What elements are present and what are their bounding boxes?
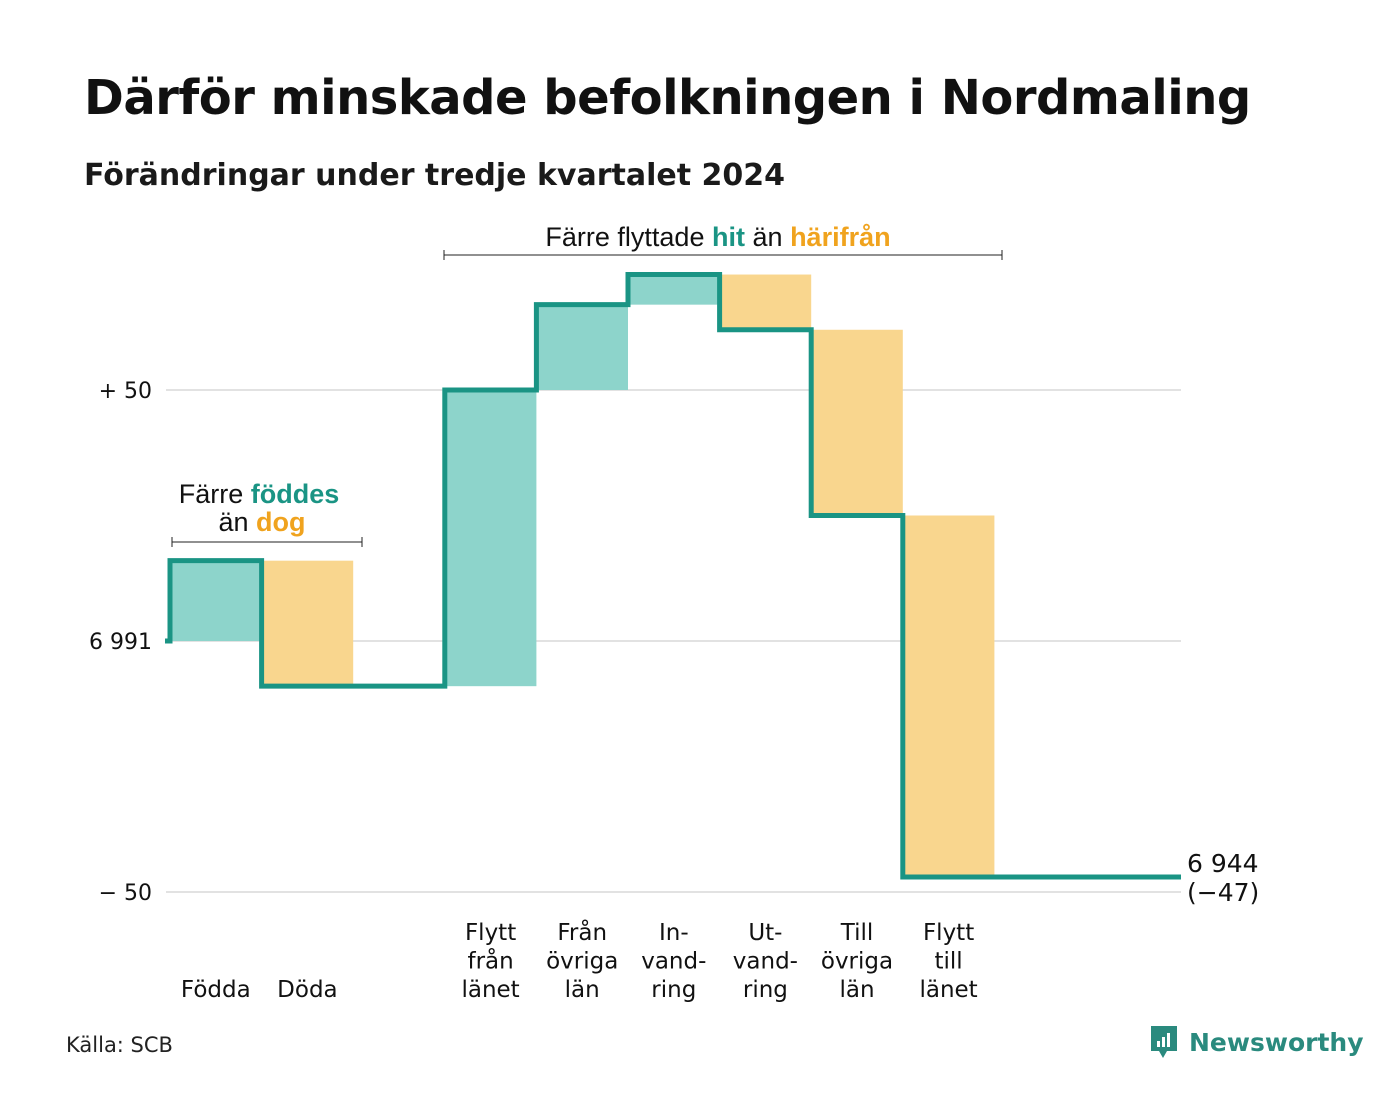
- category-label-0-0: Födda: [181, 977, 251, 1003]
- category-label-7-1: övriga: [821, 949, 893, 975]
- category-label-5-2: ring: [651, 977, 696, 1003]
- annotation-migration-prefix: Färre flyttade: [545, 222, 704, 252]
- category-label-6-2: ring: [743, 977, 788, 1003]
- chart-title: Därför minskade befolkningen i Nordmalin…: [84, 70, 1251, 126]
- brand-logo: Newsworthy: [1149, 1024, 1364, 1060]
- svg-text:än dog: än dog: [218, 507, 305, 537]
- category-labels: Födda DödaFlyttfrånlänetFrånövrigalänIn-v…: [181, 918, 978, 1003]
- category-label-8-0: Flytt: [923, 920, 974, 946]
- category-label-5-0: In-: [659, 920, 689, 946]
- category-label-7-2: län: [839, 977, 874, 1003]
- end-label: 6 944 (−47): [1187, 849, 1259, 907]
- annotation-natural-highlight-deaths: dog: [256, 507, 305, 537]
- svg-text:Färre flyttade hit: Färre flyttade hit än härifrån: [545, 222, 890, 252]
- category-label-3-1: från: [467, 947, 513, 975]
- annotation-natural-prefix-2: än: [218, 507, 248, 537]
- category-label-4-0: Från: [557, 918, 607, 946]
- category-label-6-1: vand-: [733, 949, 798, 975]
- category-label-4-2: län: [565, 977, 600, 1003]
- category-label-8-2: länet: [919, 977, 977, 1003]
- svg-text:Färre föddes: Färre föddes: [179, 479, 340, 509]
- category-label-8-1: till: [934, 949, 962, 975]
- bar-4: [536, 304, 628, 390]
- bar-7: [811, 329, 903, 516]
- category-label-4-1: övriga: [546, 949, 618, 975]
- brand-name: Newsworthy: [1189, 1027, 1364, 1057]
- annotation-migration: Färre flyttade hit än härifrån: [443, 222, 1003, 260]
- annotation-migration-highlight-out: härifrån: [790, 222, 891, 252]
- annotation-natural-prefix: Färre: [179, 479, 244, 509]
- end-change-label: (−47): [1187, 878, 1259, 907]
- y-axis-ticks: + 50 6 991 − 50: [89, 379, 152, 906]
- annotation-natural-highlight-births: föddes: [251, 479, 340, 509]
- category-label-6-0: Ut-: [748, 920, 782, 946]
- category-label-1-0: Döda: [277, 977, 337, 1003]
- annotation-natural: Färre föddes än dog: [171, 479, 363, 547]
- bar-3: [444, 390, 537, 687]
- source-note: Källa: SCB: [66, 1033, 173, 1057]
- bars: [170, 274, 995, 877]
- bar-5: [628, 274, 720, 305]
- y-tick-label-1: 6 991: [89, 630, 152, 655]
- annotation-migration-middle: än: [753, 222, 783, 252]
- bar-6: [719, 274, 812, 330]
- category-label-5-1: vand-: [641, 949, 706, 975]
- end-value-label: 6 944: [1187, 849, 1259, 878]
- annotation-migration-highlight-in: hit: [712, 222, 745, 252]
- chart-subtitle: Förändringar under tredje kvartalet 2024: [84, 158, 786, 193]
- y-tick-label-2: − 50: [99, 881, 152, 906]
- category-label-3-0: Flytt: [465, 920, 516, 946]
- running-total-line: [165, 272, 1181, 880]
- category-label-3-2: länet: [461, 977, 519, 1003]
- category-label-7-0: Till: [840, 920, 874, 946]
- bar-1: [261, 560, 354, 687]
- bar-8: [902, 515, 995, 877]
- newsworthy-logo-icon: [1151, 1026, 1177, 1058]
- y-tick-label-0: + 50: [99, 379, 152, 404]
- bar-0: [170, 560, 262, 641]
